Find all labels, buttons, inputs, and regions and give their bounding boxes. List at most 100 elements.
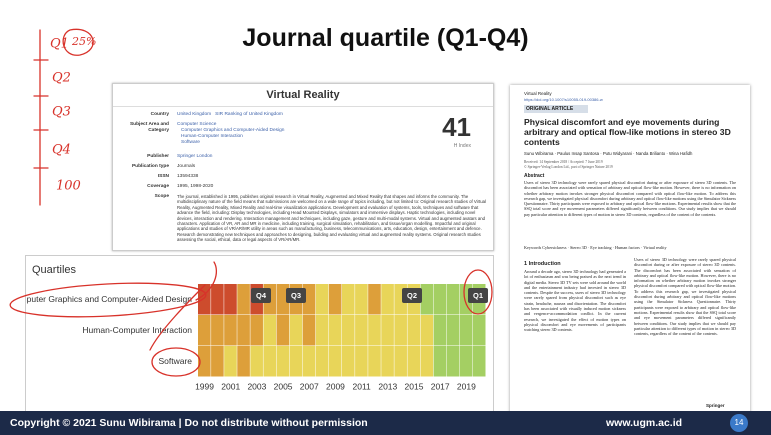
quartile-cell (342, 315, 355, 346)
quartile-cell (211, 284, 224, 315)
paper-title: Physical discomfort and eye movements du… (524, 117, 731, 147)
field-label: Publication type (131, 164, 169, 169)
quartile-cell (368, 284, 381, 315)
quartile-cell (433, 284, 447, 315)
quartile-cell (433, 315, 447, 346)
quartile-cell (459, 346, 473, 377)
page-number: 14 (730, 414, 748, 432)
field-label: Country (150, 112, 169, 117)
quartile-cell (407, 315, 421, 346)
quartile-cell (289, 346, 303, 377)
quartile-cell (381, 284, 394, 315)
h-index-value: 41 (442, 112, 471, 142)
year-label: 1999 (195, 381, 214, 391)
quartile-cell (302, 315, 316, 346)
paper-copyright: © Springer-Verlag London Ltd., part of S… (524, 165, 613, 169)
intro-text-column: Users of stereo 3D technology were rarel… (634, 257, 736, 337)
quartile-cell (433, 346, 447, 377)
paper-journal: Virtual Reality (524, 91, 552, 96)
quartile-cell (211, 315, 224, 346)
quartile-cell (237, 315, 250, 346)
year-label: 2011 (352, 381, 371, 391)
country-rank[interactable]: SIR Ranking of United Kingdom (215, 112, 283, 117)
quartile-cell (355, 284, 368, 315)
field-value: 13594338 (177, 174, 199, 179)
quartile-cell (328, 315, 342, 346)
hand-note: Q3 (52, 105, 71, 120)
field-label: Coverage (147, 184, 169, 189)
field-label: Publisher (147, 154, 169, 159)
hand-ticks (33, 59, 49, 169)
year-label: 2007 (300, 381, 319, 391)
quartile-cell (250, 315, 263, 346)
paper-dates: Received: 14 September 2018 / Accepted: … (524, 160, 603, 164)
row-label: Computer Graphics and Computer-Aided Des… (26, 294, 192, 304)
quartile-cell (263, 346, 277, 377)
quartile-cell (446, 315, 460, 346)
publisher-logo: Springer (706, 403, 725, 408)
slide-title: Journal quartile (Q1-Q4) (242, 24, 529, 52)
quartile-marker (251, 288, 271, 303)
field-label: ISSN (157, 174, 169, 179)
quartile-cell (407, 346, 421, 377)
quartile-cell (328, 284, 342, 315)
year-label: 2015 (405, 381, 424, 391)
quartile-cell (315, 284, 329, 315)
quartile-cell (276, 284, 290, 315)
quartile-cell (315, 346, 329, 377)
year-label: 2009 (326, 381, 345, 391)
subject-category[interactable]: Computer Graphics and Computer-Aided Des… (181, 128, 285, 133)
quartile-cell (198, 315, 211, 346)
quartile-marker (402, 288, 422, 303)
quartile-marker-label: Q3 (291, 291, 301, 300)
keywords: Keywords Cybersickness · Stereo 3D · Eye… (524, 245, 667, 250)
quartile-cell (459, 315, 473, 346)
subject-category[interactable]: Software (181, 140, 200, 145)
quartiles-panel: Quartiles Computer Graphics and Computer… (25, 255, 494, 422)
quartile-cell (342, 346, 355, 377)
footer-copyright: Copyright © 2021 Sunu Wibirama | Do not … (10, 417, 368, 429)
quartile-marker (286, 288, 306, 303)
journal-name: Virtual Reality (113, 84, 493, 107)
quartile-cell (276, 346, 290, 377)
field-value: Computer Science Computer Graphics and Co… (177, 122, 477, 146)
quartile-cell (198, 284, 211, 315)
quartile-marker-label: Q4 (256, 291, 267, 300)
subject-area[interactable]: Computer Science (177, 122, 217, 127)
quartile-cell (420, 284, 434, 315)
quartile-cell (289, 315, 303, 346)
footer: Copyright © 2021 Sunu Wibirama | Do not … (0, 411, 771, 435)
field-label: Subject Area and Category (129, 122, 169, 133)
paper-page: Virtual Reality https://doi.org/10.1007/… (510, 85, 750, 418)
quartile-cell (211, 346, 224, 377)
paper-authors: Sunu Wibirama · Paulus Insap Santosa · P… (524, 151, 693, 156)
year-label: 2005 (274, 381, 293, 391)
quartile-cell (315, 315, 329, 346)
quartile-cell (237, 346, 250, 377)
quartile-cell (276, 315, 290, 346)
quartile-cell (237, 284, 250, 315)
quartile-cell (420, 315, 434, 346)
h-index: 41 H Index (442, 112, 471, 149)
field-value: United Kingdom SIR Ranking of United Kin… (177, 112, 477, 118)
row-label: Software (158, 356, 192, 366)
quartile-cell (394, 346, 407, 377)
intro-text: Around a decade ago, stereo 3D technolog… (524, 269, 626, 333)
quartile-cell (472, 346, 486, 377)
quartile-cell (446, 346, 460, 377)
field-value: The journal, established in 1995, publis… (177, 194, 486, 243)
paper-label: ORIGINAL ARTICLE (524, 105, 588, 113)
quartile-cell (250, 346, 263, 377)
quartile-cell (420, 346, 434, 377)
quartile-cell (263, 315, 277, 346)
quartile-cell (355, 315, 368, 346)
field-value[interactable]: Springer London (177, 154, 213, 159)
quartile-heatmap: Computer Graphics and Computer-Aided Des… (26, 284, 488, 391)
quartile-cell (381, 346, 394, 377)
subject-category[interactable]: Human-Computer Interaction (181, 134, 243, 139)
row-label: Human-Computer Interaction (82, 325, 192, 335)
quartile-cell (381, 315, 394, 346)
quartiles-title: Quartiles (32, 264, 77, 276)
hand-note: Q2 (52, 71, 71, 86)
